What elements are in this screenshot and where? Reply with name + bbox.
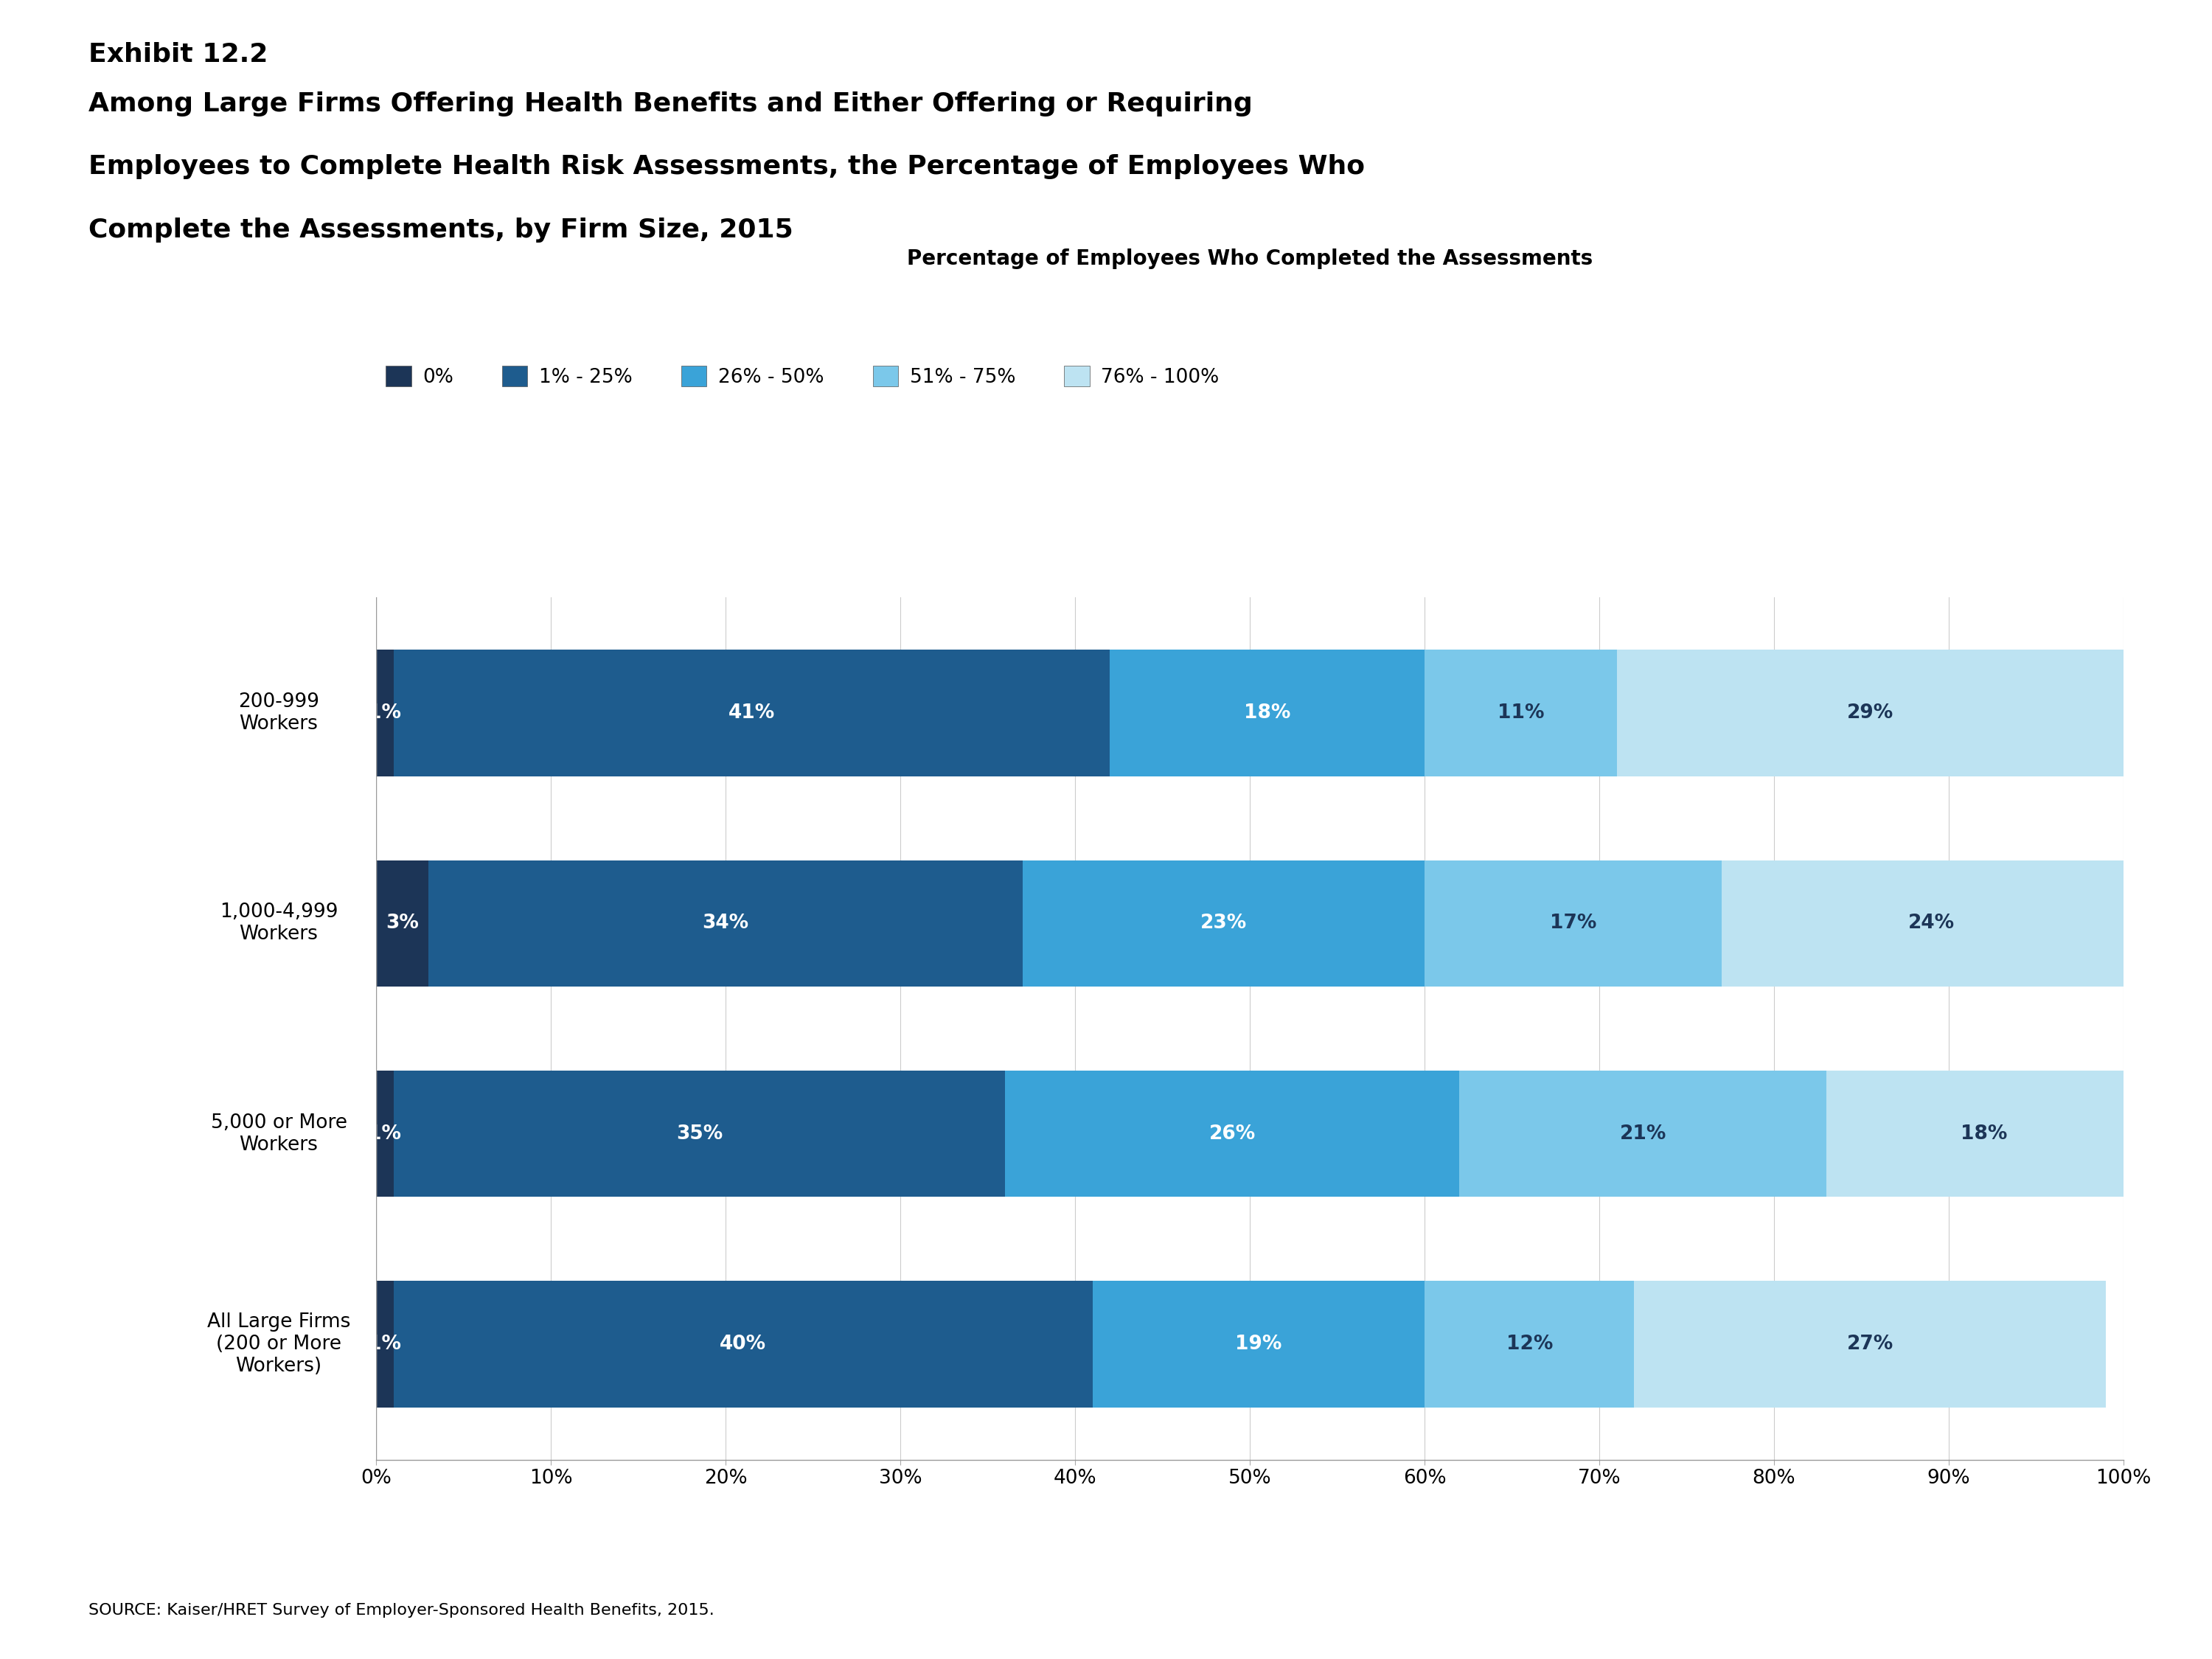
Text: 34%: 34% [701, 914, 750, 932]
Bar [394, 1281, 1093, 1407]
Bar [1425, 861, 1721, 987]
Text: 3%: 3% [385, 914, 418, 932]
Bar [394, 1070, 1004, 1196]
Text: 18%: 18% [1960, 1125, 2006, 1143]
Text: FAMILY: FAMILY [2022, 1574, 2073, 1588]
Text: Percentage of Employees Who Completed the Assessments: Percentage of Employees Who Completed th… [907, 249, 1593, 269]
Bar [1827, 1070, 2141, 1196]
Text: KAISER: KAISER [2020, 1543, 2075, 1556]
Text: 19%: 19% [1234, 1334, 1283, 1354]
Bar [1004, 1070, 1460, 1196]
Text: 12%: 12% [1506, 1334, 1553, 1354]
Bar [1425, 650, 1617, 776]
Text: 27%: 27% [1847, 1334, 1893, 1354]
Text: 40%: 40% [719, 1334, 765, 1354]
Bar [1460, 1070, 1827, 1196]
Text: Complete the Assessments, by Firm Size, 2015: Complete the Assessments, by Firm Size, … [88, 217, 794, 242]
Text: SOURCE: Kaiser/HRET Survey of Employer-Sponsored Health Benefits, 2015.: SOURCE: Kaiser/HRET Survey of Employer-S… [88, 1603, 714, 1618]
Bar [1022, 861, 1425, 987]
Text: 24%: 24% [1909, 914, 1955, 932]
Bar [376, 650, 394, 776]
Text: 1%: 1% [367, 1125, 400, 1143]
Text: 29%: 29% [1847, 703, 1893, 723]
Text: Exhibit 12.2: Exhibit 12.2 [88, 41, 268, 66]
Text: 23%: 23% [1201, 914, 1248, 932]
Bar [1425, 1281, 1635, 1407]
Bar [429, 861, 1022, 987]
Text: 41%: 41% [728, 703, 774, 723]
Text: 1%: 1% [367, 703, 400, 723]
Text: THE HENRY J.: THE HENRY J. [2020, 1515, 2075, 1523]
Text: 1%: 1% [367, 1334, 400, 1354]
Text: Among Large Firms Offering Health Benefits and Either Offering or Requiring: Among Large Firms Offering Health Benefi… [88, 91, 1252, 116]
Legend: 0%, 1% - 25%, 26% - 50%, 51% - 75%, 76% - 100%: 0%, 1% - 25%, 26% - 50%, 51% - 75%, 76% … [385, 365, 1219, 387]
Bar [1110, 650, 1425, 776]
Text: 11%: 11% [1498, 703, 1544, 723]
Bar [376, 1070, 394, 1196]
Bar [1093, 1281, 1425, 1407]
Bar [1721, 861, 2141, 987]
Bar [376, 861, 429, 987]
Text: 17%: 17% [1551, 914, 1597, 932]
Text: 18%: 18% [1243, 703, 1290, 723]
Bar [376, 1281, 394, 1407]
Text: 35%: 35% [677, 1125, 723, 1143]
Text: FOUNDATION: FOUNDATION [2020, 1608, 2075, 1616]
Bar [394, 650, 1110, 776]
Bar [1617, 650, 2124, 776]
Text: Employees to Complete Health Risk Assessments, the Percentage of Employees Who: Employees to Complete Health Risk Assess… [88, 154, 1365, 179]
Bar [1635, 1281, 2106, 1407]
Text: 26%: 26% [1210, 1125, 1256, 1143]
Text: 21%: 21% [1619, 1125, 1666, 1143]
